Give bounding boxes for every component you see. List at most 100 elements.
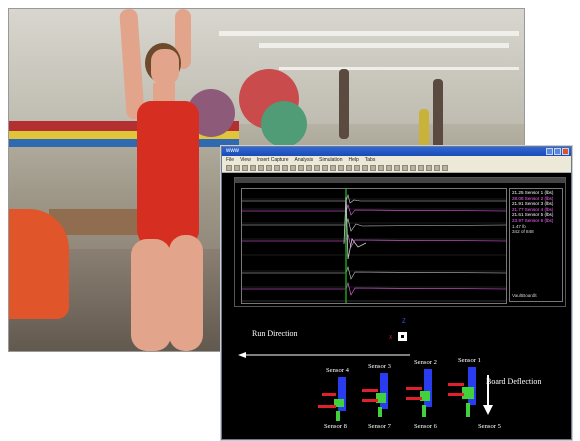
menu-analysis[interactable]: Analysis: [294, 157, 314, 163]
trace-sensor-5: [242, 265, 506, 280]
sensor-8-label: Sensor 8: [324, 423, 347, 430]
sensor-plot: [241, 188, 507, 304]
toolbar-button[interactable]: [442, 165, 448, 171]
plot-panel-titlebar: [235, 178, 565, 183]
gymnast-neck: [153, 83, 175, 103]
legend-item: 21.77 Sensor 4 (lbs): [512, 207, 560, 213]
maximize-button[interactable]: [554, 148, 561, 155]
legend-frame-count: 342 of 848: [512, 229, 534, 235]
toolbar-button[interactable]: [234, 165, 240, 171]
toolbar-button[interactable]: [338, 165, 344, 171]
minimize-button[interactable]: [546, 148, 553, 155]
menu-simulation[interactable]: Simulation: [319, 157, 343, 163]
menu-view[interactable]: View: [240, 157, 251, 163]
legend-label: Sensor 1 (lbs): [524, 190, 554, 195]
legend-label: Sensor 4 (lbs): [524, 206, 554, 212]
trace-sensor-3: [242, 217, 506, 232]
menu-insert-capture[interactable]: Insert Capture: [256, 157, 289, 163]
toolbar-button[interactable]: [402, 165, 408, 171]
background-athlete: [339, 69, 349, 139]
toolbar-button[interactable]: [314, 165, 320, 171]
plot-panel: 21.25 Sensor 1 (lbs) 28.08 Sensor 2 (lbs…: [234, 177, 566, 307]
sensor-5-label: Sensor 5: [478, 423, 501, 430]
legend-value: 21.25: [512, 190, 524, 195]
gymnast-leg: [169, 235, 203, 351]
menu-tabs[interactable]: Tabs: [364, 157, 376, 163]
toolbar-button[interactable]: [426, 165, 432, 171]
toolbar-button[interactable]: [418, 165, 424, 171]
close-button[interactable]: [562, 148, 569, 155]
gymnast-arm: [119, 9, 145, 120]
legend-item: 23.97 Sensor 6 (lbs): [512, 218, 560, 224]
toolbar-button[interactable]: [410, 165, 416, 171]
toolbar-button[interactable]: [378, 165, 384, 171]
legend-item: 21.91 Sensor 3 (lbs): [512, 201, 560, 207]
toolbar-button[interactable]: [266, 165, 272, 171]
toolbar-button[interactable]: [354, 165, 360, 171]
toolbar-button[interactable]: [258, 165, 264, 171]
board-deflection-label: Board Deflection: [486, 377, 542, 386]
menu-help[interactable]: Help: [348, 157, 359, 163]
sensor-cluster-1-5: [448, 367, 476, 417]
ceiling-light: [219, 31, 519, 36]
run-direction-label: Run Direction: [252, 329, 298, 338]
origin-marker-dot: [401, 335, 404, 338]
legend-value: 23.97: [512, 217, 524, 223]
legend-label: Sensor 5 (lbs): [524, 212, 554, 218]
toolbar-button[interactable]: [330, 165, 336, 171]
board-deflection-arrowhead: [483, 405, 493, 415]
legend-value: 21.91: [512, 201, 524, 207]
legend-item: 21.61 Sensor 5 (lbs): [512, 212, 560, 218]
software-window: www File View Insert Capture Analysis Si…: [221, 146, 572, 440]
sensor-cluster-3-7: [362, 373, 388, 417]
toolbar-button[interactable]: [290, 165, 296, 171]
menu-bar: File View Insert Capture Analysis Simula…: [222, 156, 571, 164]
toolbar-button[interactable]: [274, 165, 280, 171]
sensor-7-label: Sensor 7: [368, 423, 391, 430]
plot-gridlines: [242, 198, 506, 288]
gymnast-leotard: [137, 101, 199, 251]
legend-footer: VaultBoardlt: [512, 293, 537, 299]
toolbar-button[interactable]: [282, 165, 288, 171]
toolbar-button[interactable]: [322, 165, 328, 171]
sensor-cluster-4-8: [318, 377, 346, 421]
legend-label: Sensor 3 (lbs): [524, 201, 554, 207]
trace-sensor-4: [242, 233, 506, 248]
toolbar-button[interactable]: [306, 165, 312, 171]
toolbar-button[interactable]: [394, 165, 400, 171]
sensor-1-label: Sensor 1: [458, 357, 481, 364]
trace-sensor-6: [242, 281, 506, 296]
legend-label: Sensor 6 (lbs): [524, 217, 554, 223]
toolbar-button[interactable]: [298, 165, 304, 171]
legend-label: Sensor 2 (lbs): [524, 195, 554, 201]
sensor-cluster-2-6: [406, 369, 432, 417]
wall-stripe-red: [9, 121, 239, 131]
sensor-3-label: Sensor 3: [368, 363, 391, 370]
menu-file[interactable]: File: [226, 157, 235, 163]
sensor-6-label: Sensor 6: [414, 423, 437, 430]
toolbar-button[interactable]: [362, 165, 368, 171]
toolbar-button[interactable]: [242, 165, 248, 171]
axis-x-label: X: [389, 335, 393, 341]
background-athlete: [419, 109, 429, 149]
plot-legend: 21.25 Sensor 1 (lbs) 28.08 Sensor 2 (lbs…: [509, 188, 563, 302]
wall-stripe-blue: [9, 139, 239, 147]
landing-mat: [9, 209, 69, 319]
toolbar: [222, 164, 571, 173]
trace-sensor-2: [242, 204, 506, 216]
gymnast-leg: [131, 239, 171, 351]
toolbar-button[interactable]: [434, 165, 440, 171]
window-title: www: [226, 148, 239, 154]
legend-value: 21.77: [512, 206, 524, 212]
sensor-visualization: Z X: [238, 319, 493, 421]
gymnast-face: [151, 49, 179, 85]
ceiling-light: [279, 67, 519, 70]
gymnast: [109, 9, 229, 351]
toolbar-button[interactable]: [250, 165, 256, 171]
foam-roll: [261, 101, 307, 147]
axis-z-label: Z: [402, 319, 406, 325]
toolbar-button[interactable]: [226, 165, 232, 171]
toolbar-button[interactable]: [370, 165, 376, 171]
toolbar-button[interactable]: [346, 165, 352, 171]
toolbar-button[interactable]: [386, 165, 392, 171]
